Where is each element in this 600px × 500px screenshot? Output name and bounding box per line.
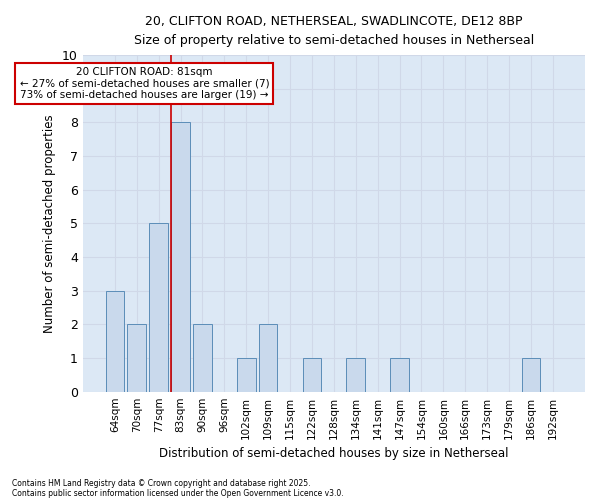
Text: 20 CLIFTON ROAD: 81sqm
← 27% of semi-detached houses are smaller (7)
73% of semi: 20 CLIFTON ROAD: 81sqm ← 27% of semi-det… — [20, 67, 269, 100]
Bar — [390, 358, 409, 392]
Title: 20, CLIFTON ROAD, NETHERSEAL, SWADLINCOTE, DE12 8BP
Size of property relative to: 20, CLIFTON ROAD, NETHERSEAL, SWADLINCOT… — [134, 15, 534, 47]
Bar — [302, 358, 321, 392]
Text: Contains HM Land Registry data © Crown copyright and database right 2025.: Contains HM Land Registry data © Crown c… — [12, 478, 311, 488]
Text: Contains public sector information licensed under the Open Government Licence v3: Contains public sector information licen… — [12, 488, 344, 498]
Bar — [346, 358, 365, 392]
Bar — [259, 324, 277, 392]
Y-axis label: Number of semi-detached properties: Number of semi-detached properties — [43, 114, 56, 332]
Bar — [127, 324, 146, 392]
Bar — [237, 358, 256, 392]
Bar — [521, 358, 540, 392]
Bar — [149, 224, 168, 392]
Bar — [171, 122, 190, 392]
X-axis label: Distribution of semi-detached houses by size in Netherseal: Distribution of semi-detached houses by … — [159, 447, 509, 460]
Bar — [106, 290, 124, 392]
Bar — [193, 324, 212, 392]
